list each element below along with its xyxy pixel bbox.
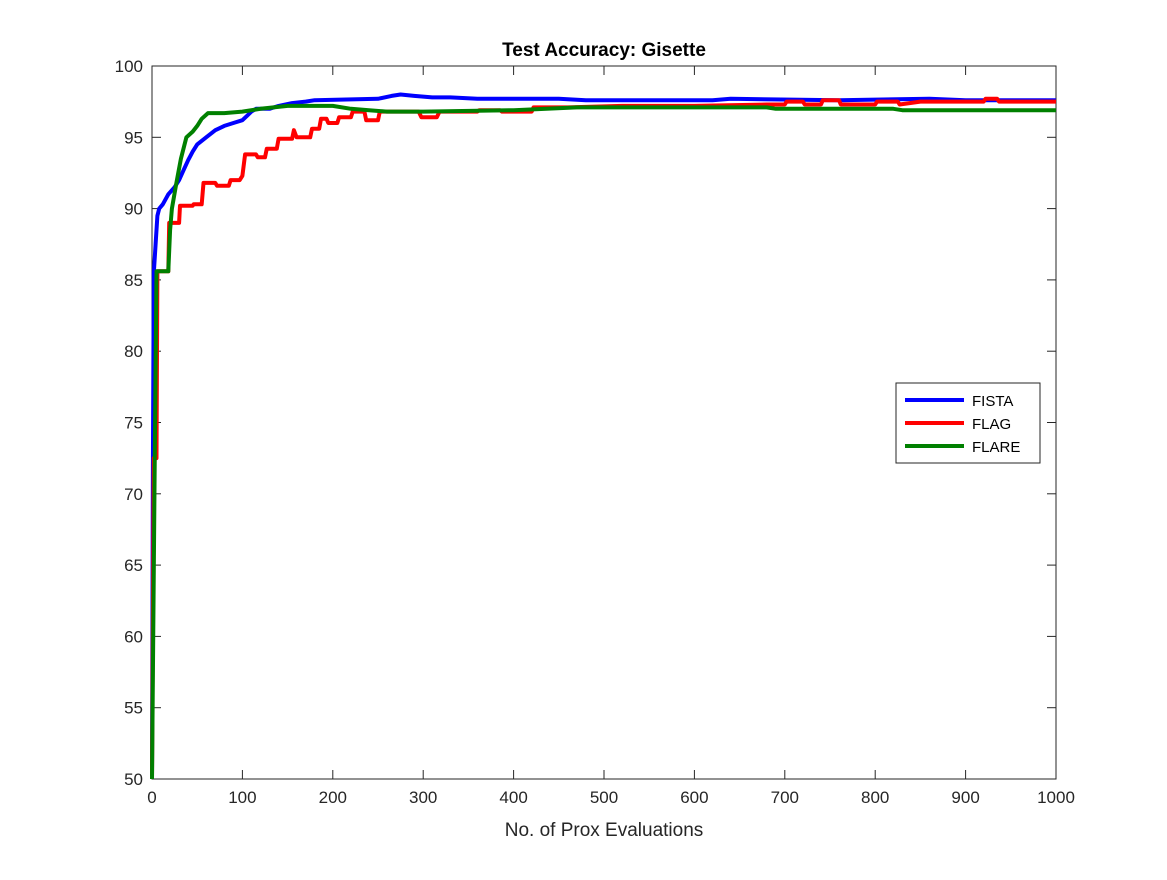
x-tick-label: 500: [590, 788, 618, 807]
y-tick-label: 80: [124, 342, 143, 361]
x-tick-label: 900: [951, 788, 979, 807]
y-tick-label: 55: [124, 699, 143, 718]
y-tick-label: 60: [124, 627, 143, 646]
y-tick-label: 95: [124, 128, 143, 147]
legend: FISTA FLAG FLARE: [895, 382, 1041, 464]
y-tick-label: 70: [124, 485, 143, 504]
legend-label-flare: FLARE: [972, 439, 1020, 456]
x-tick-label: 400: [499, 788, 527, 807]
x-tick-label: 200: [319, 788, 347, 807]
y-tick-label: 75: [124, 414, 143, 433]
y-tick-label: 100: [115, 57, 143, 76]
legend-label-flag: FLAG: [972, 416, 1011, 433]
x-tick-label: 800: [861, 788, 889, 807]
y-tick-label: 85: [124, 271, 143, 290]
y-tick-label: 50: [124, 770, 143, 789]
x-tick-label: 1000: [1037, 788, 1075, 807]
x-tick-label: 600: [680, 788, 708, 807]
series-line-flag: [150, 96, 1056, 780]
chart-title: Test Accuracy: Gisette: [502, 40, 706, 61]
x-axis-title: No. of Prox Evaluations: [505, 820, 704, 841]
x-tick-label: 700: [771, 788, 799, 807]
legend-label-fista: FISTA: [972, 393, 1013, 410]
series-line-flare: [150, 103, 1056, 780]
x-tick-label: 100: [228, 788, 256, 807]
x-tick-label: 0: [147, 788, 156, 807]
y-tick-label: 65: [124, 556, 143, 575]
y-tick-label: 90: [124, 200, 143, 219]
x-tick-label: 300: [409, 788, 437, 807]
